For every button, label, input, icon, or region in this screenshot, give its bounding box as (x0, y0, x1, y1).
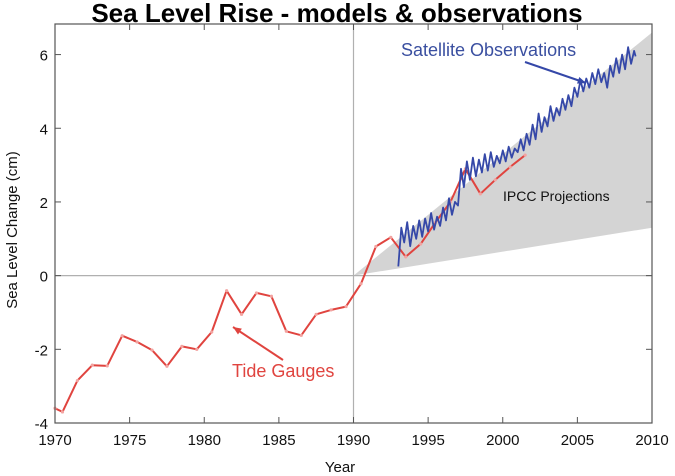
tide-gauges-point (195, 347, 199, 351)
tide-gauges-point (299, 333, 303, 337)
tide-gauges-point (523, 153, 527, 157)
tide-gauges-point (210, 330, 214, 334)
x-tick-label: 1995 (411, 432, 444, 449)
y-tick-label: 4 (40, 121, 48, 138)
satellite-observations-line (397, 46, 637, 267)
tide-gauges-point (90, 363, 94, 367)
tide-gauges-point (105, 364, 109, 368)
tide-gauges-point (314, 312, 318, 316)
tide-gauges-point (254, 291, 259, 295)
annotation-ipcc-projections: IPCC Projections (503, 188, 610, 204)
y-tick-label: -4 (35, 416, 48, 433)
tide-gauges-point (404, 255, 408, 259)
tide-gauges-point (165, 364, 169, 368)
tide-gauges-point (120, 334, 124, 338)
tide-gauges-point (329, 308, 333, 312)
tide-gauges-point (508, 165, 512, 169)
x-tick-label: 1990 (337, 432, 370, 449)
tide-gauges-point (478, 192, 482, 196)
satellite-arrow-head (577, 76, 586, 84)
y-tick-label: -2 (35, 342, 48, 359)
x-tick-label: 1970 (38, 432, 71, 449)
tide-gauges-point (269, 294, 274, 298)
tide-gauges-point (359, 282, 363, 286)
x-tick-label: 1975 (113, 432, 146, 449)
y-tick-label: 6 (40, 48, 48, 65)
tide-gauges-point (284, 329, 288, 333)
tide-gauges-point (389, 235, 393, 239)
tide-gauges-point (419, 242, 423, 246)
satellite-arrow (524, 61, 587, 84)
tide-gauges-arrow (232, 326, 284, 361)
chart-title: Sea Level Rise - models & observations (91, 0, 582, 28)
y-axis-label: Sea Level Change (cm) (4, 151, 21, 309)
tide-gauges-point (493, 178, 497, 182)
y-tick-label: 0 (40, 269, 48, 286)
x-tick-label: 2000 (486, 432, 519, 449)
x-tick-label: 1985 (262, 432, 295, 449)
annotations: Satellite Observations Tide Gauges IPCC … (232, 40, 610, 381)
annotation-tide-gauges: Tide Gauges (232, 361, 334, 381)
y-tick-label: 2 (40, 195, 48, 212)
tide-gauges-point (135, 340, 139, 344)
annotation-satellite-observations: Satellite Observations (401, 40, 576, 60)
x-axis-label: Year (325, 459, 355, 476)
x-tick-label: 1980 (188, 432, 221, 449)
axes: 1970 1975 1980 1985 1990 1995 2000 2005 2010 -4 -2… (35, 23, 669, 449)
reference-lines (55, 24, 652, 423)
tide-gauges-point (239, 312, 244, 316)
x-tick-label: 2010 (635, 432, 668, 449)
tide-gauges-point (374, 244, 378, 249)
series-layer (53, 46, 637, 414)
tide-gauges-arrow-head (233, 327, 242, 335)
tide-gauges-point (225, 289, 229, 293)
tide-gauges-point (150, 348, 154, 352)
tide-gauges-point (75, 379, 79, 383)
x-tick-label: 2005 (561, 432, 594, 449)
tide-gauges-point (180, 344, 184, 348)
tide-gauges-point (344, 304, 348, 309)
tide-gauges-point (60, 410, 65, 414)
